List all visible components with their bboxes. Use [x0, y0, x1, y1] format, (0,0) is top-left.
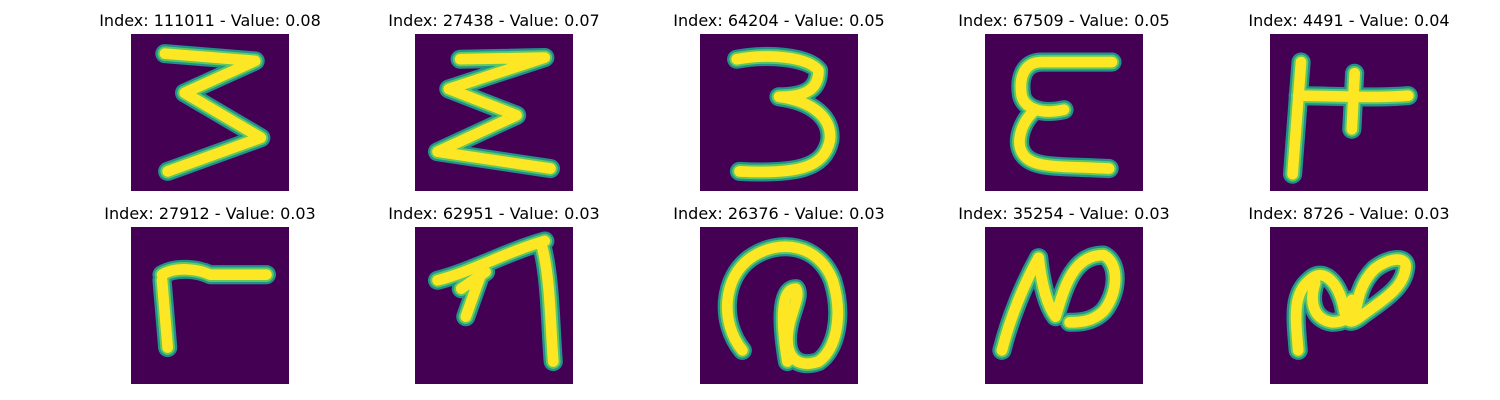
at-sign-icon: [717, 237, 848, 374]
glyph-stroke: [156, 274, 174, 353]
glyph-stroke: [432, 235, 551, 286]
corner-glyph-icon: [152, 259, 277, 358]
image-title: Index: 27912 - Value: 0.03: [104, 204, 316, 223]
glyph-image: [700, 34, 858, 191]
glyph-stroke: [1290, 254, 1411, 356]
grid-cell: Index: 8726 - Value: 0.03: [1204, 203, 1494, 384]
epsilon-icon: [1009, 52, 1122, 179]
three-icon: [727, 47, 840, 182]
glyph-stroke: [156, 264, 272, 280]
glyph-stroke: [1287, 56, 1307, 180]
glyph-stroke: [996, 252, 1044, 356]
image-title: Index: 4491 - Value: 0.04: [1248, 11, 1450, 30]
image-title: Index: 64204 - Value: 0.05: [673, 11, 885, 30]
glyph-image: [700, 227, 858, 384]
glyph-stroke: [1015, 56, 1118, 117]
glyph-image: [415, 34, 573, 191]
arrow-glyph-icon: [427, 231, 563, 372]
grid-cell: Index: 67509 - Value: 0.05: [919, 10, 1209, 191]
glyph-stroke: [159, 48, 267, 177]
glyph-image: [985, 34, 1143, 191]
image-title: Index: 35254 - Value: 0.03: [958, 204, 1170, 223]
glyph-stroke: [1307, 277, 1358, 328]
image-title: Index: 111011 - Value: 0.08: [99, 11, 321, 30]
glyph-stroke: [1346, 67, 1361, 135]
image-title: Index: 67509 - Value: 0.05: [958, 11, 1170, 30]
grid-cell: Index: 35254 - Value: 0.03: [919, 203, 1209, 384]
glyph-stroke: [455, 266, 491, 295]
glyph-image: [415, 227, 573, 384]
glyph-image: [985, 227, 1143, 384]
glyph-stroke: [1033, 249, 1121, 328]
glyph-stroke: [432, 52, 556, 174]
image-title: Index: 27438 - Value: 0.07: [388, 11, 600, 30]
glyph-stroke: [731, 51, 836, 178]
image-title: Index: 8726 - Value: 0.03: [1248, 204, 1450, 223]
grid-cell: Index: 62951 - Value: 0.03: [349, 203, 639, 384]
glyph-stroke: [1014, 104, 1115, 174]
glyph-image: [1270, 34, 1428, 191]
sigma-icon: [427, 48, 561, 179]
grid-cell: Index: 27912 - Value: 0.03: [65, 203, 355, 384]
cross-glyph-icon: [1282, 52, 1418, 184]
glyph-stroke: [536, 241, 559, 367]
infinity-glyph-icon: [1286, 250, 1416, 360]
glyph-image: [1270, 227, 1428, 384]
grid-cell: Index: 4491 - Value: 0.04: [1204, 10, 1494, 191]
glyph-image: [131, 34, 289, 191]
glyph-image: [131, 227, 289, 384]
n-glyph-icon: [992, 245, 1125, 360]
grid-cell: Index: 64204 - Value: 0.05: [634, 10, 924, 191]
grid-cell: Index: 27438 - Value: 0.07: [349, 10, 639, 191]
image-title: Index: 62951 - Value: 0.03: [388, 204, 600, 223]
glyph-stroke: [721, 241, 844, 369]
grid-cell: Index: 111011 - Value: 0.08: [65, 10, 355, 191]
grid-cell: Index: 26376 - Value: 0.03: [634, 203, 924, 384]
image-title: Index: 26376 - Value: 0.03: [673, 204, 885, 223]
sideways-3-icon: [155, 44, 271, 181]
